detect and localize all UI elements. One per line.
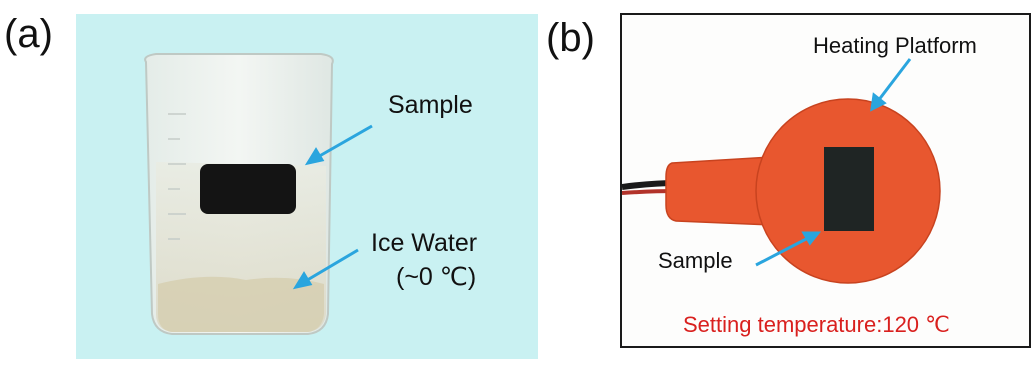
- panel-b-label: (b): [546, 16, 595, 60]
- arrows-a: [292, 124, 373, 290]
- beaker-illustration: [144, 53, 373, 335]
- ice-temperature-caption: (~0 ℃): [396, 263, 477, 291]
- heating-platform-caption: Heating Platform: [813, 33, 977, 58]
- heating-platform-photo: [620, 13, 1031, 348]
- sample-caption-b: Sample: [658, 248, 733, 273]
- platform-handle: [665, 156, 773, 226]
- heating-platform-illustration: [622, 58, 941, 284]
- panel-a-label: (a): [4, 12, 53, 56]
- ice-water-caption: Ice Water: [371, 229, 478, 257]
- setting-temperature-caption: Setting temperature:120 ℃: [683, 312, 950, 337]
- sample-caption-a: Sample: [388, 91, 473, 119]
- beaker-photo: [76, 14, 538, 359]
- arrows-b: [755, 58, 912, 267]
- sample-block-b: [824, 147, 874, 231]
- sample-block-a: [200, 164, 296, 214]
- ice-debris: [158, 276, 324, 332]
- graduation-marks: [168, 113, 186, 240]
